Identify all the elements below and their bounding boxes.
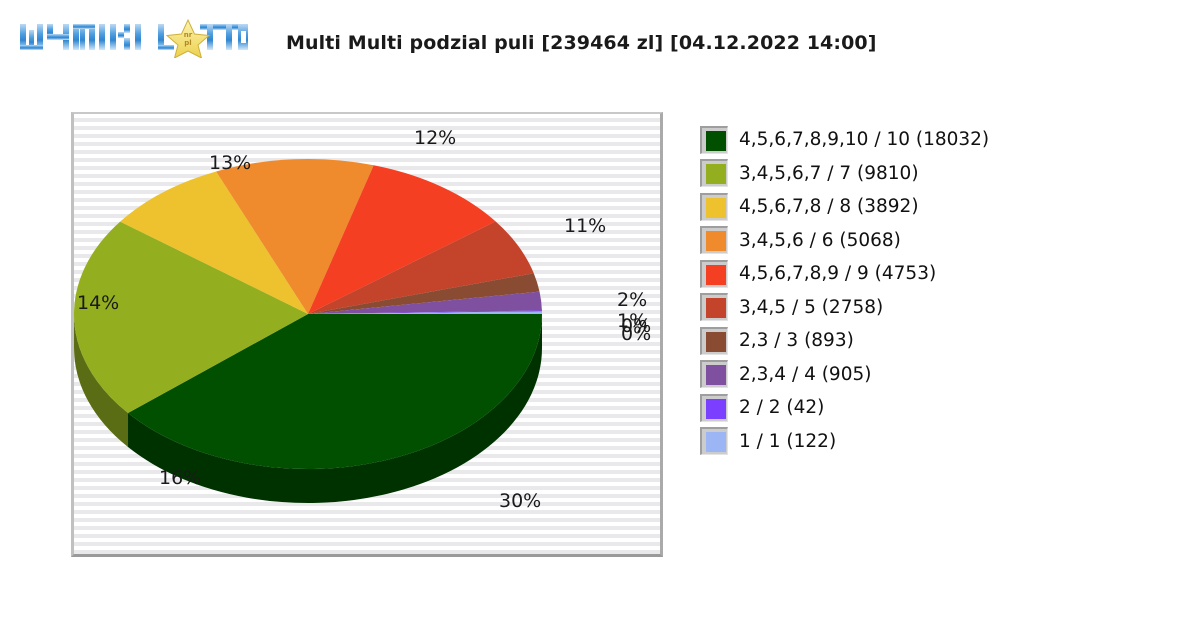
legend-color-box [706,197,726,218]
legend-label: 3,4,5,6 / 6 (5068) [739,229,901,251]
legend-swatch-9 [700,427,728,456]
legend-swatch-3 [700,226,728,255]
legend-label: 2 / 2 (42) [739,397,825,419]
legend-item[interactable]: 2,3,4 / 4 (905) [700,358,1170,392]
pie-slice[interactable] [120,171,309,314]
pie-slice[interactable] [308,273,540,314]
legend-label: 1 / 1 (122) [739,430,837,452]
star-icon [165,18,211,59]
chart-legend: 4,5,6,7,8,9,10 / 10 (18032) 3,4,5,6,7 / … [700,123,1170,458]
legend-swatch-7 [700,360,728,389]
pie-percent-label: 11% [564,215,606,237]
pie-percent-label: 13% [209,152,251,174]
legend-color-box [706,130,726,151]
pie-percent-labels-group: 12% 13% 11% 14% 2%1%0%0% 16% 30% [77,127,651,512]
pie-slice[interactable] [308,291,542,314]
legend-swatch-2 [700,192,728,221]
pie-percent-label: 0% [621,323,651,345]
pie-percent-label: 16% [159,467,201,489]
pie-percent-label: 2% [617,289,647,311]
legend-swatch-8 [700,393,728,422]
chart-plot-area: 12% 13% 11% 14% 2% 1% 0% 0% 16% 30% [71,112,663,557]
legend-color-box [706,298,726,319]
legend-color-box [706,264,726,285]
pie-slice[interactable] [216,159,374,314]
legend-item[interactable]: 2,3 / 3 (893) [700,324,1170,358]
legend-label: 4,5,6,7,8,9,10 / 10 (18032) [739,129,990,151]
legend-swatch-4 [700,259,728,288]
page-title: Multi Multi podzial puli [239464 zl] [04… [286,32,877,54]
legend-item[interactable]: 3,4,5,6,7 / 7 (9810) [700,157,1170,191]
legend-swatch-1 [700,159,728,188]
legend-color-box [706,164,726,185]
pie-slice[interactable] [308,221,534,314]
legend-item[interactable]: 3,4,5 / 5 (2758) [700,291,1170,325]
pie-slices-group [74,159,542,503]
legend-swatch-5 [700,293,728,322]
star-inner-text: nr [184,31,193,39]
legend-item[interactable]: 1 / 1 (122) [700,425,1170,459]
legend-color-box [706,398,726,419]
legend-label: 2,3 / 3 (893) [739,330,854,352]
legend-label: 3,4,5,6,7 / 7 (9810) [739,162,919,184]
pie-percent-label: 0% [621,315,651,337]
legend-label: 4,5,6,7,8 / 8 (3892) [739,196,919,218]
legend-color-box [706,231,726,252]
pie-percent-label: 1% [617,310,647,332]
pie-slice[interactable] [308,311,542,314]
legend-item[interactable]: 3,4,5,6 / 6 (5068) [700,224,1170,258]
logo-wordmark-lotto [158,24,248,50]
legend-swatch-0 [700,125,728,154]
legend-color-box [706,432,726,453]
pie-slice[interactable] [128,314,542,469]
pie-percent-label: 14% [77,292,119,314]
pie-slice-side [74,314,129,448]
pie-percent-label: 12% [414,127,456,149]
pie-slice[interactable] [74,221,308,414]
pie-slice[interactable] [308,310,542,314]
legend-label: 4,5,6,7,8,9 / 9 (4753) [739,263,937,285]
pie-slice[interactable] [308,165,496,314]
legend-label: 3,4,5 / 5 (2758) [739,296,884,318]
star-inner-text-2: pl [184,39,191,47]
logo-wordmark-wyniki [20,24,141,50]
legend-swatch-6 [700,326,728,355]
legend-color-box [706,365,726,386]
legend-item[interactable]: 4,5,6,7,8 / 8 (3892) [700,190,1170,224]
legend-color-box [706,331,726,352]
wyniki-lotto-logo[interactable]: nr pl [18,18,250,59]
logo-svg: nr pl [20,18,248,59]
legend-item[interactable]: 4,5,6,7,8,9,10 / 10 (18032) [700,123,1170,157]
legend-label: 2,3,4 / 4 (905) [739,363,872,385]
pie-percent-label: 30% [499,490,541,512]
legend-item[interactable]: 4,5,6,7,8,9 / 9 (4753) [700,257,1170,291]
legend-item[interactable]: 2 / 2 (42) [700,391,1170,425]
pie-slice-side [128,314,542,503]
pie-chart: 12% 13% 11% 14% 2%1%0%0% 16% 30% [74,127,651,512]
